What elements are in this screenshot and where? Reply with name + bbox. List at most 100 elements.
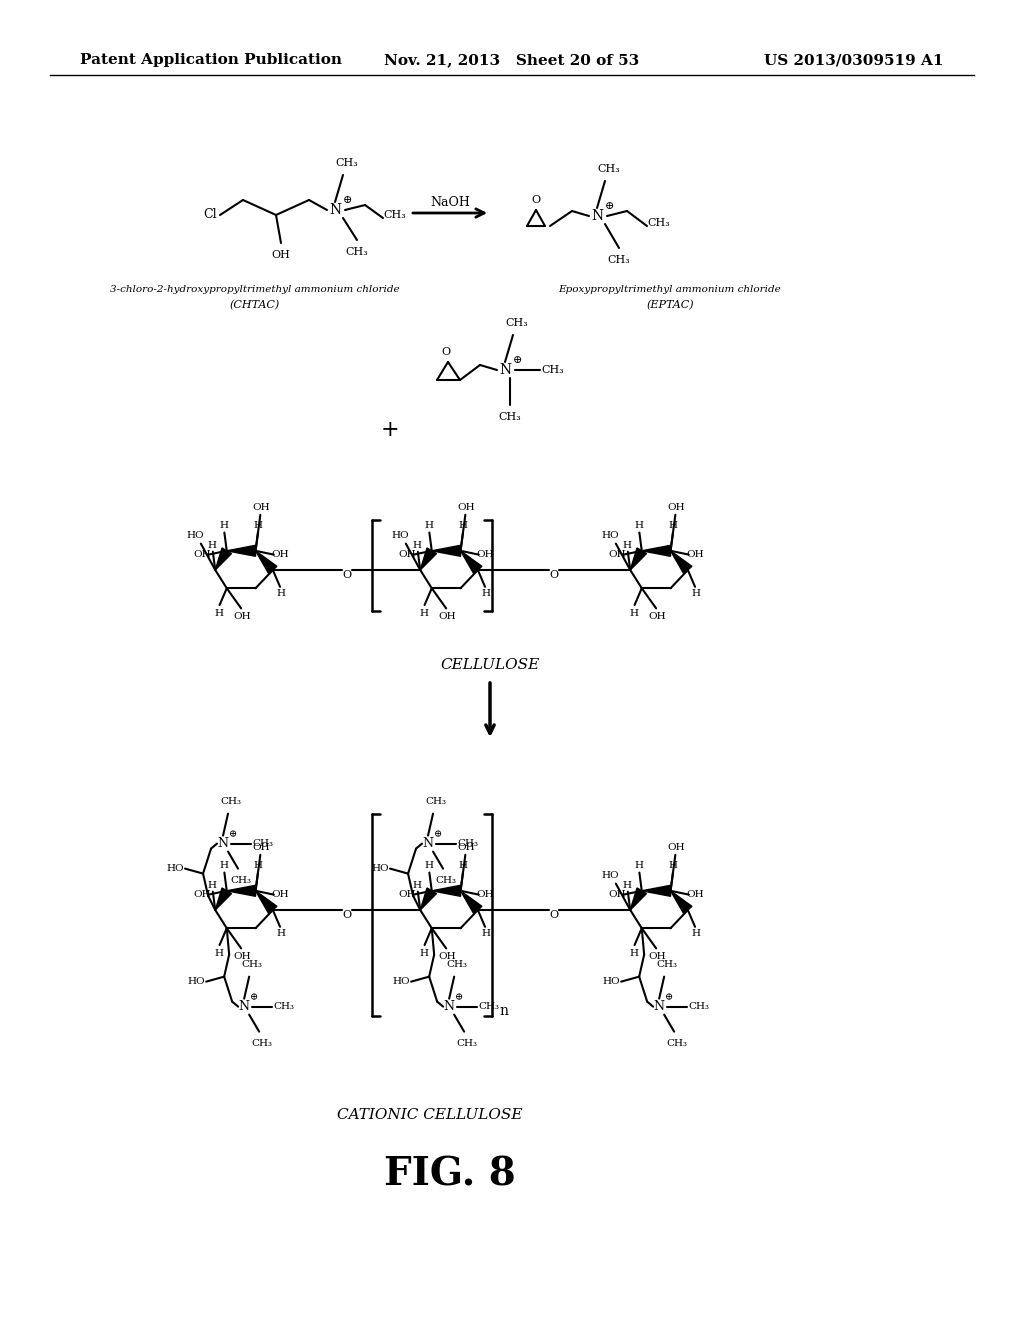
Polygon shape xyxy=(671,891,692,913)
Polygon shape xyxy=(432,886,461,896)
Text: OH: OH xyxy=(193,550,211,560)
Text: CH₃: CH₃ xyxy=(446,960,468,969)
Text: H: H xyxy=(220,862,228,870)
Text: CH₃: CH₃ xyxy=(478,1002,500,1011)
Text: OH: OH xyxy=(458,503,475,512)
Text: H: H xyxy=(420,609,429,618)
Polygon shape xyxy=(461,891,482,913)
Text: CH₃: CH₃ xyxy=(458,840,478,849)
Text: OH: OH xyxy=(398,890,416,899)
Text: H: H xyxy=(630,949,639,958)
Polygon shape xyxy=(630,888,646,909)
Text: OH: OH xyxy=(193,890,211,899)
Polygon shape xyxy=(432,545,461,556)
Text: ⊕: ⊕ xyxy=(512,355,521,366)
Text: CH₃: CH₃ xyxy=(656,960,678,969)
Text: CH₃: CH₃ xyxy=(253,840,273,849)
Text: H: H xyxy=(623,880,632,890)
Text: HO: HO xyxy=(602,977,620,986)
Text: OH: OH xyxy=(668,843,685,853)
Text: N: N xyxy=(329,203,341,216)
Text: HO: HO xyxy=(391,531,409,540)
Text: H: H xyxy=(630,609,639,618)
Text: OH: OH xyxy=(438,952,456,961)
Text: CH₃: CH₃ xyxy=(689,1002,710,1011)
Text: Patent Application Publication: Patent Application Publication xyxy=(80,53,342,67)
Text: NaOH: NaOH xyxy=(430,197,470,210)
Text: Cl: Cl xyxy=(203,209,217,222)
Text: CH₃: CH₃ xyxy=(242,960,263,969)
Text: OH: OH xyxy=(398,550,416,560)
Text: OH: OH xyxy=(438,611,456,620)
Text: N: N xyxy=(499,363,511,378)
Text: OH: OH xyxy=(477,550,495,560)
Text: CH₃: CH₃ xyxy=(252,1039,272,1048)
Polygon shape xyxy=(461,550,482,574)
Text: CH₃: CH₃ xyxy=(647,218,671,228)
Text: OH: OH xyxy=(608,550,626,560)
Text: O: O xyxy=(342,570,351,579)
Text: CH₃: CH₃ xyxy=(426,797,446,807)
Text: HO: HO xyxy=(186,531,204,540)
Text: H: H xyxy=(481,929,490,939)
Text: OH: OH xyxy=(648,611,666,620)
Text: H: H xyxy=(481,590,490,598)
Text: OH: OH xyxy=(233,611,251,620)
Text: ⊕: ⊕ xyxy=(250,993,258,1002)
Text: OH: OH xyxy=(253,503,270,512)
Text: H: H xyxy=(420,949,429,958)
Text: OH: OH xyxy=(687,890,705,899)
Text: ⊕: ⊕ xyxy=(604,201,613,211)
Text: ⊕: ⊕ xyxy=(434,830,442,840)
Text: H: H xyxy=(254,862,262,870)
Text: N: N xyxy=(653,1001,665,1014)
Text: HO: HO xyxy=(392,977,410,986)
Text: ⊕: ⊕ xyxy=(666,993,673,1002)
Text: CH₃: CH₃ xyxy=(220,797,242,807)
Polygon shape xyxy=(671,550,692,574)
Polygon shape xyxy=(642,886,671,896)
Polygon shape xyxy=(215,888,231,909)
Text: CATIONIC CELLULOSE: CATIONIC CELLULOSE xyxy=(337,1107,522,1122)
Polygon shape xyxy=(420,888,436,909)
Text: H: H xyxy=(215,949,223,958)
Text: (EPTAC): (EPTAC) xyxy=(646,300,694,310)
Text: CH₃: CH₃ xyxy=(542,366,564,375)
Text: CH₃: CH₃ xyxy=(598,164,621,174)
Text: OH: OH xyxy=(253,843,270,853)
Text: OH: OH xyxy=(608,890,626,899)
Polygon shape xyxy=(226,886,256,896)
Polygon shape xyxy=(630,548,646,570)
Text: H: H xyxy=(208,541,217,549)
Polygon shape xyxy=(226,545,256,556)
Text: +: + xyxy=(381,418,399,441)
Text: O: O xyxy=(531,195,541,205)
Text: OH: OH xyxy=(271,890,290,899)
Text: HO: HO xyxy=(372,865,389,873)
Text: CH₃: CH₃ xyxy=(384,210,407,220)
Polygon shape xyxy=(215,548,231,570)
Text: H: H xyxy=(276,929,285,939)
Text: H: H xyxy=(459,862,468,870)
Text: OH: OH xyxy=(648,952,666,961)
Text: CH₃: CH₃ xyxy=(607,255,631,265)
Text: OH: OH xyxy=(271,249,291,260)
Text: n: n xyxy=(500,1003,509,1018)
Text: H: H xyxy=(691,590,700,598)
Polygon shape xyxy=(642,545,671,556)
Text: H: H xyxy=(691,929,700,939)
Text: O: O xyxy=(550,909,559,920)
Text: H: H xyxy=(413,541,422,549)
Text: H: H xyxy=(635,521,644,531)
Text: OH: OH xyxy=(458,843,475,853)
Text: H: H xyxy=(425,862,434,870)
Text: H: H xyxy=(208,880,217,890)
Text: CH₃: CH₃ xyxy=(273,1002,295,1011)
Text: CELLULOSE: CELLULOSE xyxy=(440,657,540,672)
Text: HO: HO xyxy=(601,531,618,540)
Text: N: N xyxy=(443,1001,455,1014)
Text: N: N xyxy=(423,837,433,850)
Text: HO: HO xyxy=(187,977,205,986)
Text: H: H xyxy=(276,590,285,598)
Text: CH₃: CH₃ xyxy=(457,1039,477,1048)
